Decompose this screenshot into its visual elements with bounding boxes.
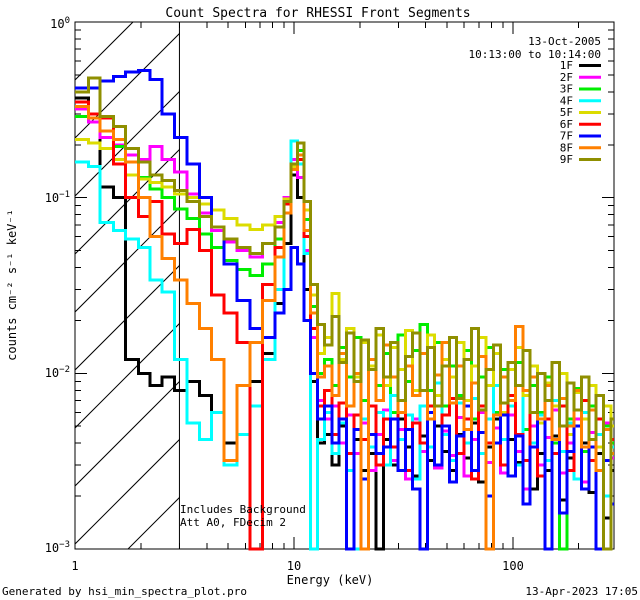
hatch-line [75, 264, 180, 371]
x-axis-label: Energy (keV) [287, 573, 374, 587]
y-tick-1e0: 100 [50, 16, 70, 31]
legend-label-7f: 7F [560, 130, 573, 143]
hatch-line [75, 438, 180, 545]
x-tick-10: 10 [287, 559, 301, 573]
y-tick-1e-1: 10−1 [45, 190, 70, 205]
footer-generator: Generated by hsi_min_spectra_plot.pro [2, 585, 247, 598]
series-line-6F [75, 100, 614, 551]
legend-label-8f: 8F [560, 141, 573, 154]
legend-label-9f: 9F [560, 153, 573, 166]
footer-timestamp: 13-Apr-2023 17:05 [525, 585, 638, 598]
series-line-8F [75, 105, 614, 551]
x-tick-1: 1 [71, 559, 78, 573]
hatch-line [75, 380, 180, 487]
hatch-line [75, 32, 180, 139]
annotation-attenuator: Att A0, FDecim 2 [180, 516, 286, 529]
annotation-background: Includes Background [180, 503, 306, 516]
plot-title: Count Spectra for RHESSI Front Segments [165, 6, 470, 21]
legend-label-3f: 3F [560, 83, 573, 96]
axis-frame [74, 21, 615, 550]
legend-label-4f: 4F [560, 94, 573, 107]
hatch-line [75, 206, 180, 313]
legend-label-5f: 5F [560, 106, 573, 119]
y-axis-tick-labels: 100 10−1 10−2 10−3 [45, 16, 70, 555]
x-axis-tick-labels: 1 10 100 [71, 559, 523, 573]
y-tick-1e-3: 10−3 [45, 540, 70, 555]
observation-interval: 10:13:00 to 10:14:00 [469, 48, 601, 61]
legend-label-6f: 6F [560, 118, 573, 131]
series-line-9F [75, 76, 614, 551]
y-axis-label: counts cm⁻² s⁻¹ keV⁻¹ [5, 209, 19, 361]
x-tick-100: 100 [502, 559, 524, 573]
legend: 1F 2F 3F 4F 5F 6F 7F 8F 9F [560, 59, 601, 166]
legend-label-2f: 2F [560, 71, 573, 84]
legend-label-1f: 1F [560, 59, 573, 72]
observation-date: 13-Oct-2005 [528, 35, 601, 48]
y-tick-1e-2: 10−2 [45, 365, 70, 380]
spectra-curves [75, 68, 614, 551]
